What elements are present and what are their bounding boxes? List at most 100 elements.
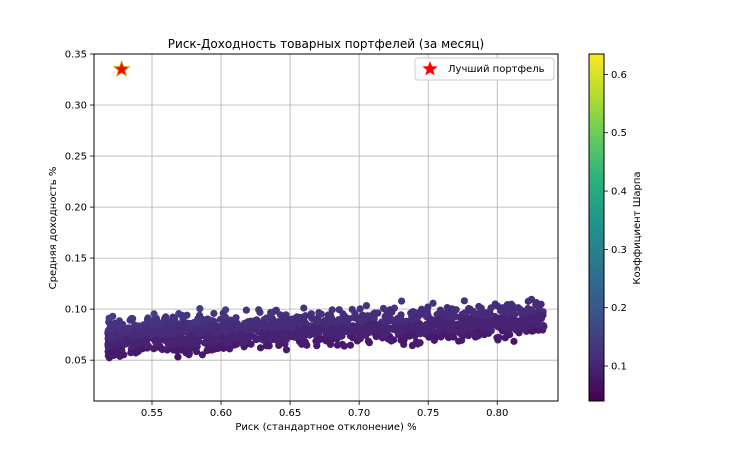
scatter-point [372, 332, 380, 341]
colorbar-tick-label: 0.5 [611, 128, 627, 139]
scatter-point [436, 316, 444, 324]
scatter-point [117, 339, 125, 347]
y-tick-label: 0.20 [65, 203, 87, 214]
y-tick-label: 0.35 [65, 50, 87, 61]
scatter-point [105, 325, 114, 333]
scatter-point [532, 301, 540, 309]
scatter-point [167, 317, 175, 325]
plot-frame [93, 53, 559, 402]
scatter-point [433, 321, 442, 330]
scatter-point [349, 334, 357, 342]
scatter-point [524, 297, 532, 305]
scatter-point [405, 332, 413, 340]
scatter-point [293, 313, 301, 321]
scatter-point [129, 315, 137, 323]
scatter-point [301, 312, 310, 320]
scatter-point [276, 318, 284, 326]
scatter-point [210, 309, 218, 318]
scatter-point [400, 336, 408, 344]
scatter-point [282, 346, 291, 354]
scatter-point [425, 333, 434, 341]
scatter-point [240, 338, 248, 346]
scatter-point [256, 344, 265, 352]
scatter-point [197, 330, 205, 338]
scatter-point [442, 319, 450, 328]
scatter-point [321, 318, 329, 326]
scatter-point [281, 329, 290, 337]
colorbar-tick-label: 0.2 [611, 303, 627, 314]
scatter-point [539, 321, 548, 330]
scatter-point [314, 329, 322, 337]
scatter-point [105, 314, 113, 322]
scatter-point [364, 337, 372, 345]
scatter-point [510, 337, 518, 345]
scatter-point [168, 341, 177, 350]
scatter-point [535, 312, 543, 320]
scatter-point [201, 317, 209, 326]
scatter-point [150, 310, 158, 318]
scatter-point [242, 306, 250, 314]
scatter-point [176, 340, 184, 348]
scatter-point [211, 329, 219, 337]
scatter-point [506, 325, 514, 333]
scatter-point [300, 304, 308, 312]
scatter-point [190, 339, 198, 347]
scatter-point [394, 331, 403, 339]
scatter-point [437, 333, 445, 341]
scatter-point [443, 326, 452, 334]
legend-label: Лучший портфель [448, 64, 545, 75]
scatter-point [346, 341, 355, 349]
scatter-point [338, 324, 346, 332]
scatter-point [174, 353, 182, 361]
scatter-point [160, 327, 169, 335]
scatter-point [149, 321, 157, 329]
y-tick-label: 0.15 [65, 254, 87, 265]
scatter-point [324, 311, 332, 319]
scatter-point [506, 330, 514, 339]
scatter-point [106, 334, 115, 342]
scatter-point [356, 305, 364, 313]
scatter-point [288, 324, 296, 332]
scatter-point [244, 333, 252, 341]
scatter-point [313, 342, 321, 350]
scatter-point [138, 345, 147, 353]
scatter-point [152, 336, 160, 344]
scatter-point [176, 321, 185, 329]
scatter-point [387, 337, 395, 345]
scatter-point [350, 314, 358, 322]
x-tick-label: 0.60 [210, 408, 232, 419]
best-portfolio-star [112, 59, 131, 77]
scatter-point [528, 327, 536, 335]
scatter-point [526, 316, 534, 325]
scatter-point [381, 317, 389, 325]
x-tick-label: 0.80 [486, 408, 508, 419]
scatter-point [379, 304, 388, 313]
scatter-point [412, 309, 420, 317]
scatter-point [298, 333, 306, 341]
scatter-point [509, 302, 517, 311]
scatter-point [303, 341, 311, 349]
scatter-point [427, 316, 435, 324]
scatter-point [257, 335, 265, 343]
scatter-point [338, 340, 346, 348]
scatter-point [367, 312, 375, 321]
scatter-point [381, 330, 389, 338]
scatter-point [396, 315, 404, 323]
scatter-point [196, 305, 204, 313]
scatter-point [462, 320, 470, 329]
scatter-point [328, 324, 336, 332]
scatter-point [313, 318, 321, 326]
scatter-point [404, 326, 413, 334]
scatter-point [117, 321, 126, 330]
scatter-point [127, 349, 135, 357]
scatter-point [478, 312, 486, 320]
y-tick-label: 0.30 [65, 101, 87, 112]
scatter-point [198, 351, 207, 359]
scatter-point [374, 309, 382, 317]
colorbar-ticks: 0.1 0.2 0.3 0.4 0.5 0.6 [604, 70, 627, 373]
scatter-point [460, 297, 468, 305]
scatter-point [194, 319, 202, 327]
scatter-point [310, 324, 318, 332]
x-tick-label: 0.75 [417, 408, 439, 419]
scatter-point [464, 332, 473, 340]
